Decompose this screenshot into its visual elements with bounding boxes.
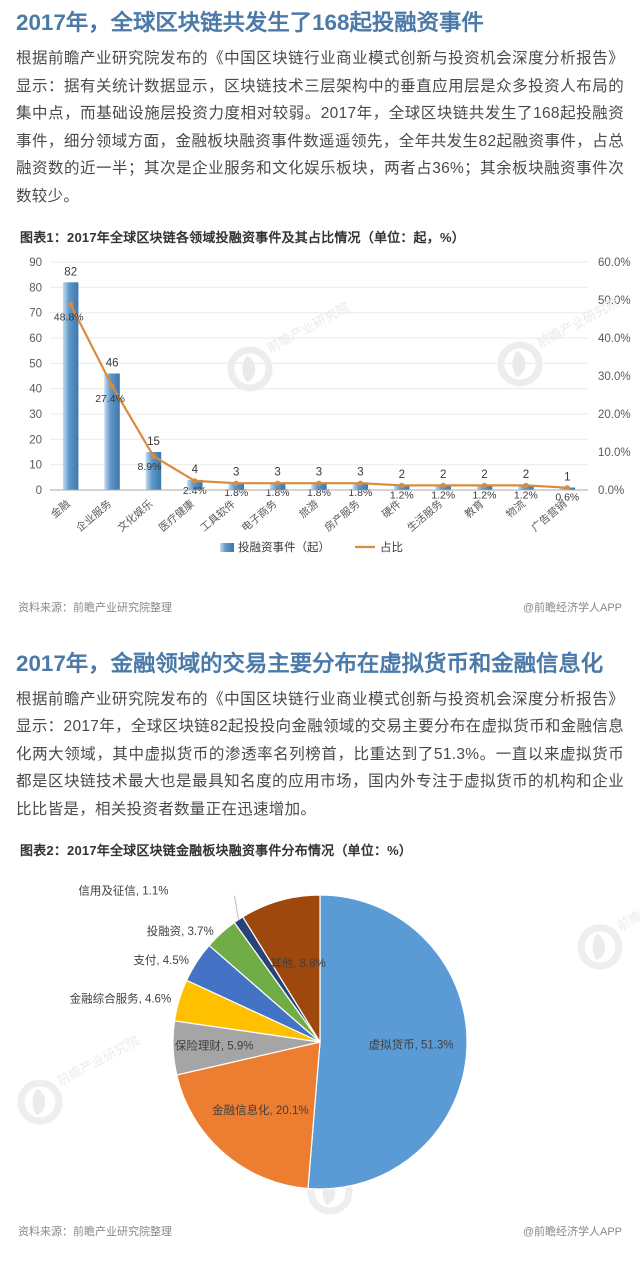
svg-text:广告营销: 广告营销 [529, 497, 570, 534]
svg-text:虚拟货币, 51.3%: 虚拟货币, 51.3% [369, 1037, 454, 1051]
svg-text:医疗健康: 医疗健康 [156, 497, 197, 534]
svg-text:15: 15 [147, 436, 160, 448]
svg-text:投融资事件（起）: 投融资事件（起） [238, 540, 330, 554]
svg-text:82: 82 [64, 266, 77, 278]
svg-text:1.8%: 1.8% [224, 487, 248, 499]
svg-text:1.8%: 1.8% [266, 487, 290, 499]
svg-text:1.8%: 1.8% [348, 487, 372, 499]
svg-text:企业服务: 企业服务 [73, 497, 114, 534]
svg-text:2.4%: 2.4% [183, 484, 207, 496]
svg-text:40.0%: 40.0% [598, 333, 631, 345]
svg-text:10: 10 [29, 459, 42, 471]
svg-text:2: 2 [440, 468, 446, 480]
svg-text:80: 80 [29, 282, 42, 294]
svg-text:0: 0 [36, 485, 42, 497]
svg-text:前瞻产业研究院: 前瞻产业研究院 [54, 1032, 141, 1088]
svg-text:27.4%: 27.4% [95, 392, 125, 404]
svg-text:旅游: 旅游 [296, 497, 321, 521]
svg-text:8.9%: 8.9% [138, 461, 162, 473]
svg-text:保险理财, 5.9%: 保险理财, 5.9% [175, 1038, 254, 1052]
svg-text:60.0%: 60.0% [598, 257, 631, 269]
svg-text:20.0%: 20.0% [598, 409, 631, 421]
svg-text:支付, 4.5%: 支付, 4.5% [133, 954, 189, 967]
svg-text:2: 2 [523, 468, 529, 480]
svg-text:文化娱乐: 文化娱乐 [115, 497, 156, 534]
svg-text:4: 4 [192, 463, 199, 475]
svg-text:20: 20 [29, 434, 42, 446]
svg-text:3: 3 [233, 466, 239, 478]
svg-text:40: 40 [29, 383, 42, 395]
svg-text:46: 46 [106, 357, 119, 369]
svg-text:工具软件: 工具软件 [198, 497, 239, 534]
svg-text:48.8%: 48.8% [54, 311, 84, 323]
svg-text:0.0%: 0.0% [598, 485, 624, 497]
svg-text:前瞻产业研究院: 前瞻产业研究院 [264, 299, 351, 355]
svg-text:2: 2 [481, 468, 487, 480]
svg-text:30: 30 [29, 409, 42, 421]
svg-text:50: 50 [29, 358, 42, 370]
svg-text:生活服务: 生活服务 [405, 497, 446, 534]
svg-text:金融信息化, 20.1%: 金融信息化, 20.1% [212, 1103, 309, 1117]
svg-text:金融: 金融 [48, 497, 73, 521]
svg-text:电子商务: 电子商务 [239, 497, 280, 534]
svg-text:3: 3 [316, 466, 322, 478]
svg-text:3: 3 [274, 466, 280, 478]
svg-text:1.8%: 1.8% [307, 487, 331, 499]
svg-text:2: 2 [399, 468, 405, 480]
svg-text:金融综合服务, 4.6%: 金融综合服务, 4.6% [70, 991, 172, 1005]
svg-text:投融资, 3.7%: 投融资, 3.7% [147, 923, 214, 937]
svg-text:硬件: 硬件 [380, 498, 404, 521]
svg-text:信用及征信, 1.1%: 信用及征信, 1.1% [78, 885, 168, 898]
svg-text:60: 60 [29, 333, 42, 345]
svg-text:70: 70 [29, 307, 42, 319]
svg-text:其他, 8.8%: 其他, 8.8% [270, 957, 326, 970]
svg-text:前瞻产业研究院: 前瞻产业研究院 [614, 885, 640, 934]
svg-text:1: 1 [564, 471, 570, 483]
svg-text:房产服务: 房产服务 [322, 497, 363, 534]
svg-text:10.0%: 10.0% [598, 447, 631, 459]
svg-text:30.0%: 30.0% [598, 371, 631, 383]
svg-text:占比: 占比 [380, 540, 403, 554]
svg-text:90: 90 [29, 257, 42, 269]
svg-text:3: 3 [357, 466, 363, 478]
